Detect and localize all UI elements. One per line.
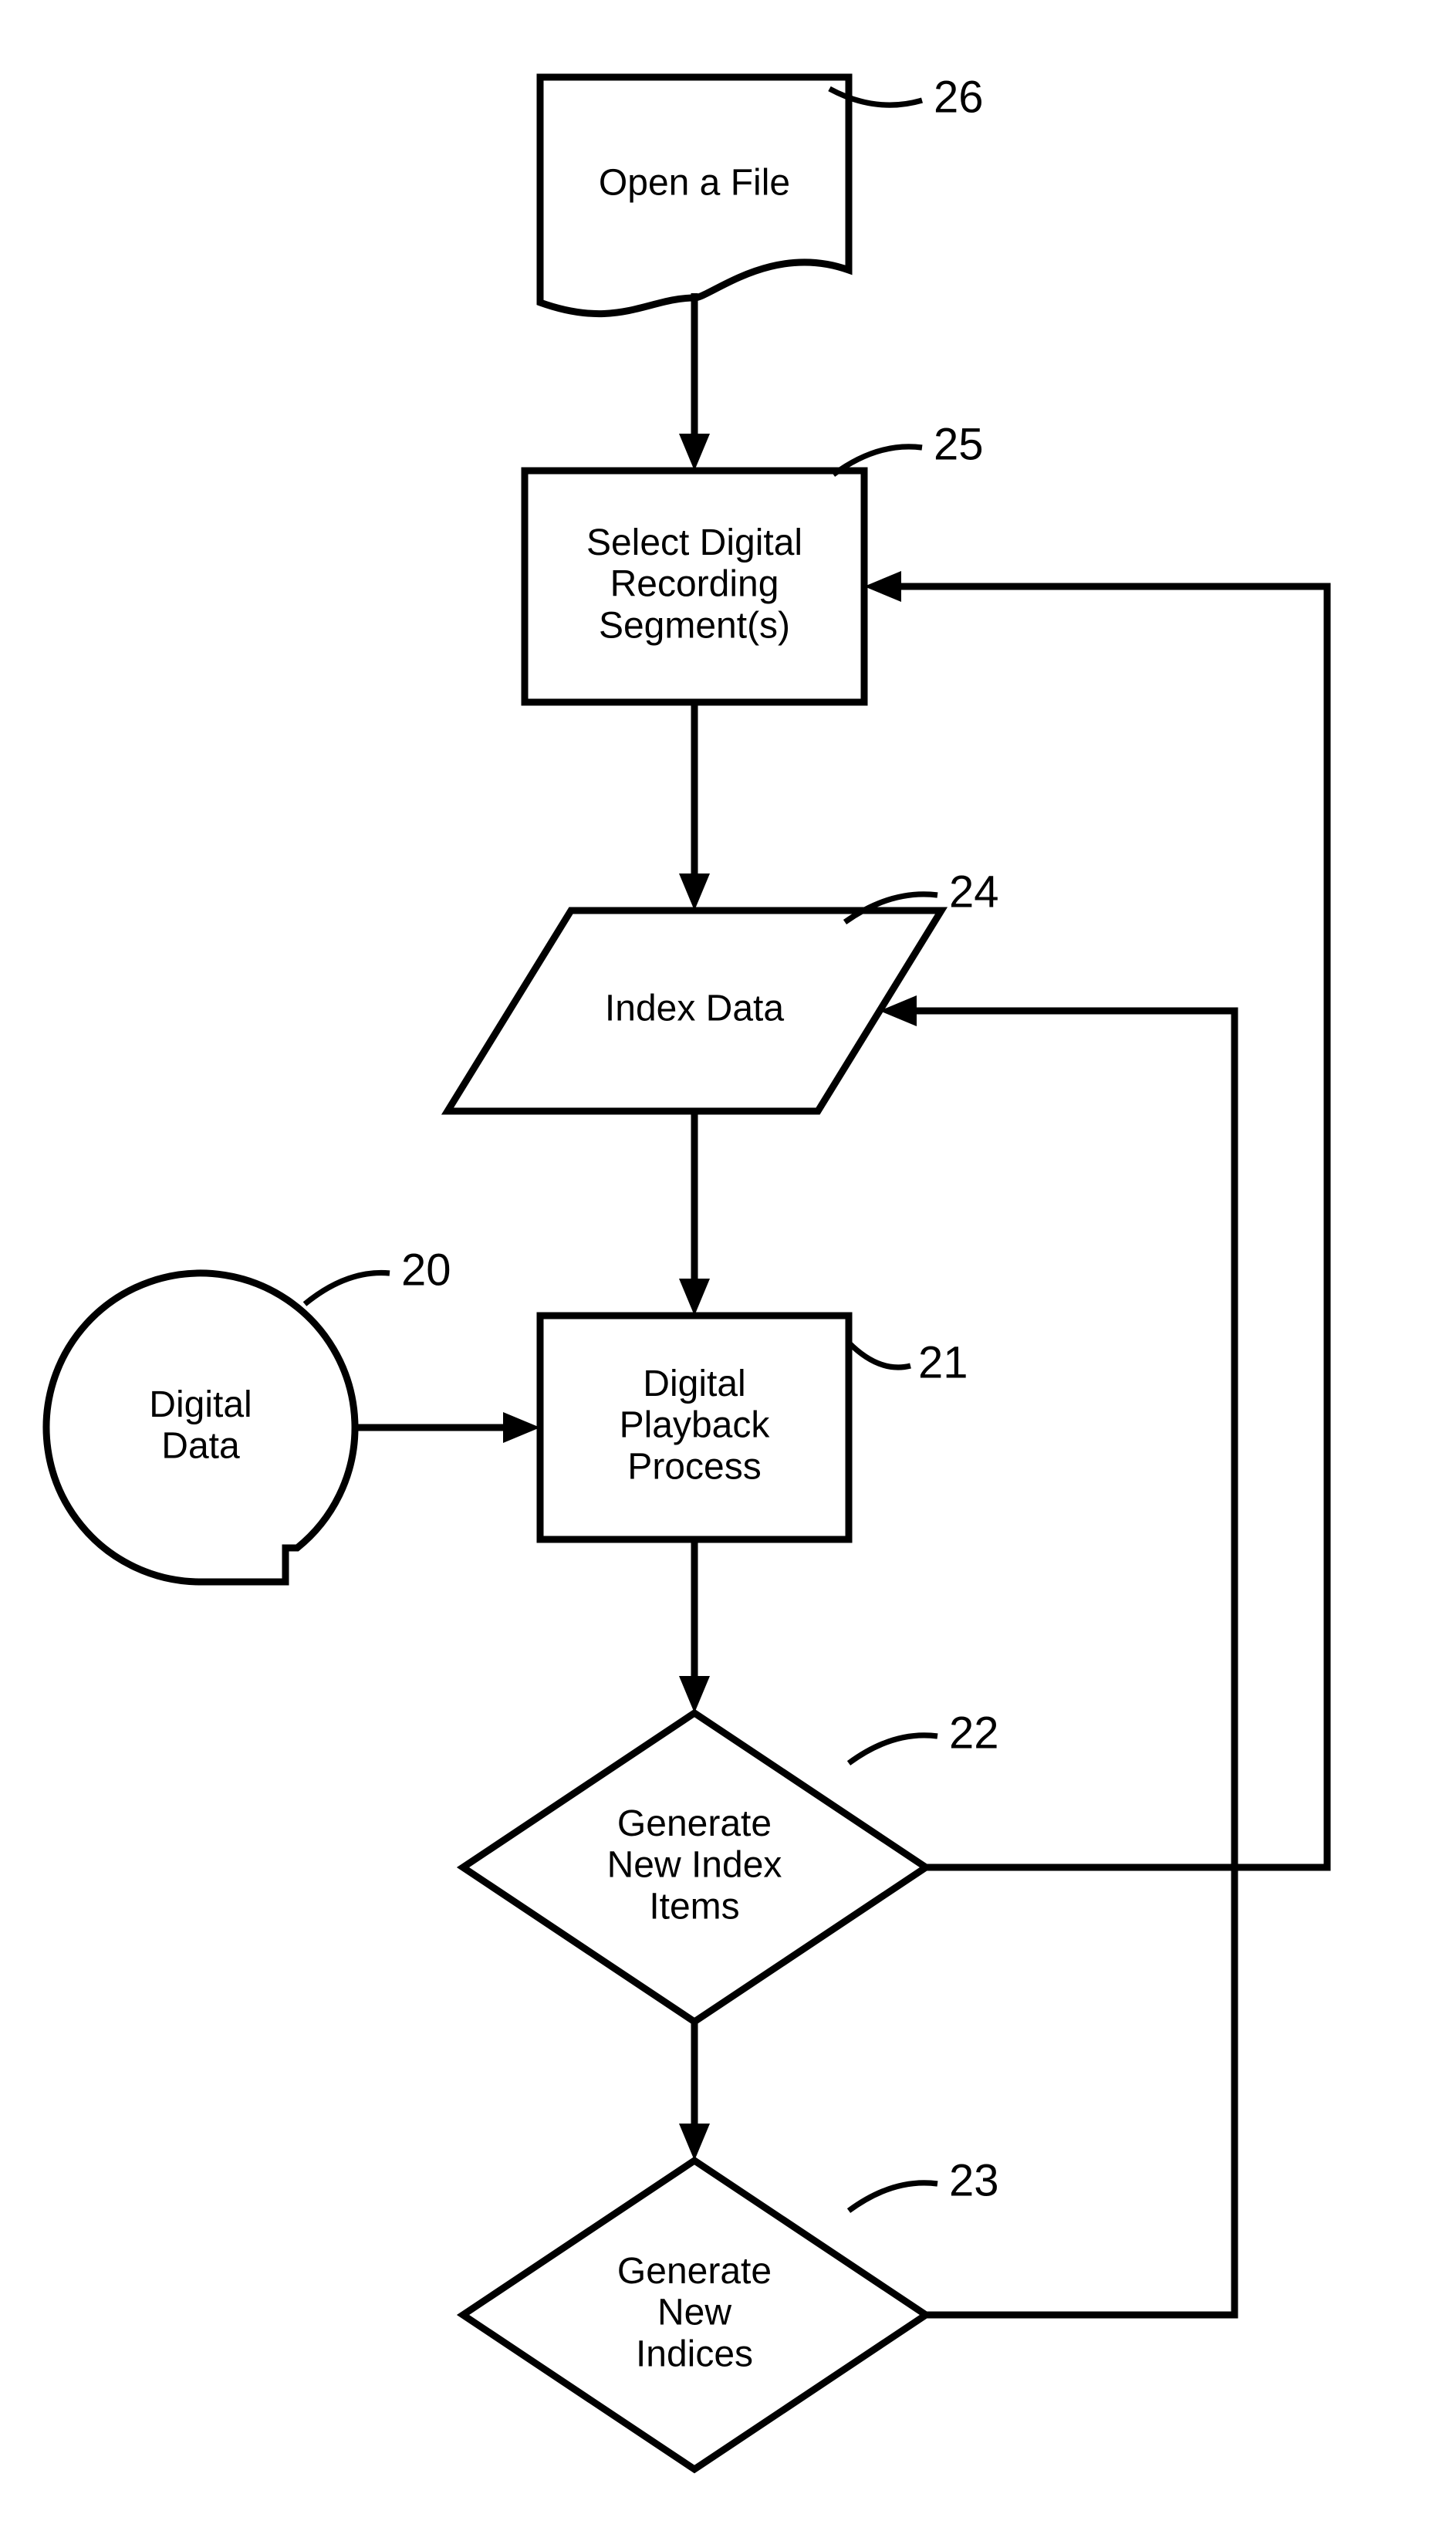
feedback-0-arrowhead	[864, 571, 901, 602]
node-index_data-label-line: Index Data	[605, 988, 784, 1029]
node-playback-label-line: Playback	[620, 1405, 771, 1446]
node-select_segments-label-line: Select Digital	[586, 522, 802, 563]
node-open_file-label: Open a File	[599, 163, 790, 204]
ref-label-25: 25	[934, 419, 984, 469]
ref-label-26: 26	[934, 72, 984, 122]
conn-1-arrowhead	[679, 873, 710, 911]
node-gen_indices-label-line: Generate	[617, 2251, 772, 2292]
flowchart: Open a File Select DigitalRecordingSegmen…	[0, 0, 1456, 2541]
conn-5-arrowhead	[503, 1412, 540, 1443]
node-digital_data-label: DigitalData	[149, 1384, 252, 1467]
node-gen_items-label-line: New Index	[607, 1845, 782, 1886]
node-playback-label-line: Process	[627, 1446, 761, 1487]
node-open_file-label-line: Open a File	[599, 163, 790, 204]
ref-label-20: 20	[401, 1245, 451, 1295]
conn-4-arrowhead	[679, 2124, 710, 2161]
node-gen_indices-label-line: Indices	[636, 2333, 753, 2374]
node-select_segments-label-line: Segment(s)	[599, 605, 790, 646]
conn-0-arrowhead	[679, 434, 710, 471]
feedback-1-line	[917, 1011, 1235, 2315]
node-index_data-label: Index Data	[605, 988, 784, 1029]
node-gen_items-label-line: Items	[649, 1886, 739, 1927]
ref-label-24: 24	[949, 867, 999, 917]
ref-leader-21	[849, 1343, 910, 1367]
node-select_segments-label-line: Recording	[610, 564, 779, 605]
node-gen_indices-label-line: New	[657, 2293, 731, 2333]
node-digital_data-label-line: Digital	[149, 1384, 252, 1425]
conn-3-arrowhead	[679, 1676, 710, 1713]
ref-label-21: 21	[918, 1337, 968, 1387]
node-select_segments-label: Select DigitalRecordingSegment(s)	[586, 522, 802, 647]
ref-label-23: 23	[949, 2155, 999, 2205]
ref-label-22: 22	[949, 1708, 999, 1758]
node-digital_data-label-line: Data	[161, 1426, 240, 1467]
conn-2-arrowhead	[679, 1279, 710, 1316]
ref-leader-23	[849, 2183, 937, 2211]
node-playback-label-line: Digital	[643, 1363, 745, 1404]
ref-leader-20	[305, 1273, 390, 1305]
feedback-0-line	[901, 586, 1327, 1867]
node-gen_items-label-line: Generate	[617, 1803, 772, 1844]
ref-leader-22	[849, 1735, 937, 1763]
